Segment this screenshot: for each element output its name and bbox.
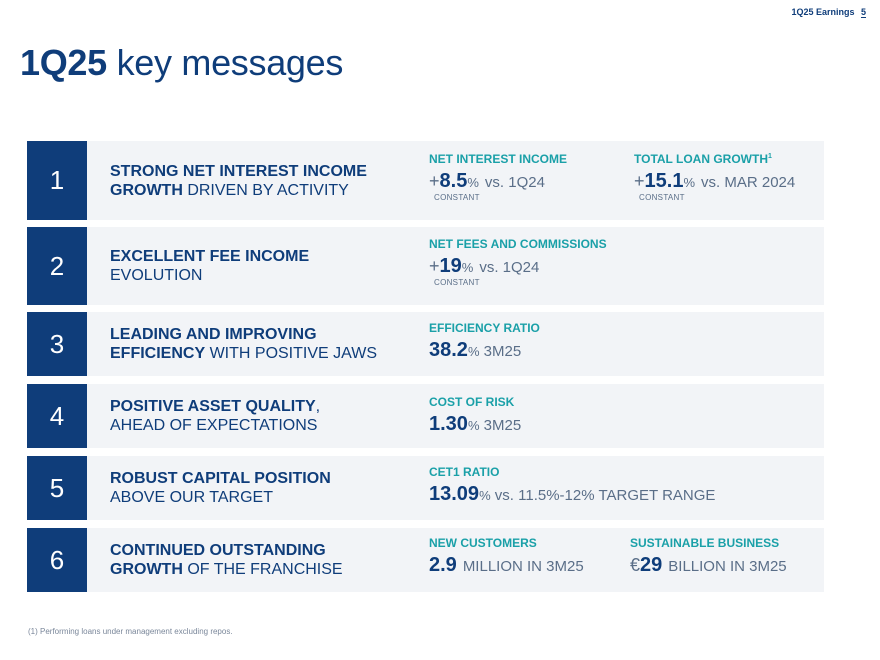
kpi-unit: % [683, 175, 696, 190]
kpi-heading: EFFICIENCY RATIO [429, 321, 540, 335]
kpi-comparison: 3M25 [479, 343, 522, 360]
message-bold: EXCELLENT FEE INCOME [110, 248, 310, 265]
page-number: 5 [860, 7, 866, 18]
footnote: (1) Performing loans under management ex… [28, 627, 233, 636]
kpi-heading: NET INTEREST INCOME [429, 152, 568, 166]
row-message: CONTINUED OUTSTANDING GROWTH OF THE FRAN… [110, 541, 410, 579]
kpi-cost-of-risk: COST OF RISK 1.30% 3M25 [429, 395, 521, 436]
kpi-unit: % [467, 344, 480, 359]
message-bold: LEADING AND IMPROVING [110, 326, 317, 343]
kpi-comparison: vs. MAR 2024 [701, 174, 796, 191]
message-text: OF THE FRANCHISE [182, 561, 343, 578]
report-label: 1Q25 Earnings [791, 7, 855, 17]
row-message: STRONG NET INTEREST INCOME GROWTH DRIVEN… [110, 162, 410, 200]
footnote-marker: 1 [768, 153, 772, 160]
kpi-cet1-ratio: CET1 RATIO 13.09% vs. 11.5%-12% TARGET R… [429, 465, 715, 506]
title-period: 1Q25 [20, 42, 107, 83]
message-bold: ROBUST CAPITAL POSITION [110, 470, 331, 487]
kpi-heading: NEW CUSTOMERS [429, 536, 537, 550]
key-message-row: 3 LEADING AND IMPROVING EFFICIENCY WITH … [27, 312, 824, 376]
kpi-value: 1.30 [429, 413, 468, 435]
kpi-subtext: CONSTANT [434, 193, 480, 202]
kpi-comparison: vs. 1Q24 [484, 174, 545, 191]
message-text: AHEAD OF EXPECTATIONS [110, 417, 318, 434]
key-message-row: 1 STRONG NET INTEREST INCOME GROWTH DRIV… [27, 141, 824, 220]
message-text: WITH POSITIVE JAWS [205, 345, 377, 362]
title-text: key messages [106, 42, 344, 83]
message-text: EVOLUTION [110, 267, 203, 284]
key-message-row: 5 ROBUST CAPITAL POSITION ABOVE OUR TARG… [27, 456, 824, 520]
message-bold: POSITIVE ASSET QUALITY [110, 398, 316, 415]
kpi-comparison: MILLION IN 3M25 [462, 558, 584, 575]
message-bold: GROWTH [110, 561, 183, 578]
kpi-sustainable-business: SUSTAINABLE BUSINESS €29 BILLION IN 3M25 [630, 536, 787, 577]
kpi-subtext: CONSTANT [434, 278, 480, 287]
kpi-comparison: 3M25 [479, 417, 522, 434]
kpi-net-fees: NET FEES AND COMMISSIONS +19% vs. 1Q24 CO… [429, 237, 607, 287]
kpi-value: 15.1 [644, 170, 684, 192]
message-text: ABOVE OUR TARGET [110, 489, 273, 506]
row-number: 5 [27, 456, 87, 520]
kpi-sign: + [429, 171, 440, 191]
key-message-row: 2 EXCELLENT FEE INCOME EVOLUTION NET FEE… [27, 227, 824, 305]
kpi-value: 13.09 [429, 483, 480, 505]
message-bold: GROWTH [110, 181, 183, 199]
kpi-sign: + [429, 256, 440, 276]
kpi-heading: NET FEES AND COMMISSIONS [429, 237, 607, 251]
row-number: 6 [27, 528, 87, 592]
kpi-comparison: vs. 1Q24 [479, 259, 540, 276]
row-message: ROBUST CAPITAL POSITION ABOVE OUR TARGET [110, 469, 410, 507]
kpi-unit: % [467, 418, 480, 433]
row-message: POSITIVE ASSET QUALITY, AHEAD OF EXPECTA… [110, 397, 410, 435]
kpi-heading: TOTAL LOAN GROWTH [634, 152, 768, 166]
kpi-heading: CET1 RATIO [429, 465, 500, 479]
row-message: LEADING AND IMPROVING EFFICIENCY WITH PO… [110, 325, 410, 363]
kpi-unit: % [479, 488, 491, 503]
kpi-value: 19 [439, 255, 462, 277]
row-number: 2 [27, 227, 87, 305]
kpi-value: 2.9 [429, 554, 457, 576]
message-bold: EFFICIENCY [110, 345, 206, 362]
message-bold: CONTINUED OUTSTANDING [110, 542, 326, 559]
kpi-sign: + [634, 171, 645, 191]
message-bold: STRONG NET INTEREST INCOME [110, 162, 367, 180]
row-number: 1 [27, 141, 87, 220]
page-header: 1Q25 Earnings 5 [791, 7, 866, 18]
kpi-unit: % [461, 260, 474, 275]
kpi-subtext: CONSTANT [639, 193, 685, 202]
kpi-heading: COST OF RISK [429, 395, 515, 409]
row-number: 4 [27, 384, 87, 448]
kpi-efficiency-ratio: EFFICIENCY RATIO 38.2% 3M25 [429, 321, 540, 362]
kpi-unit: % [467, 175, 479, 190]
message-text: , [315, 398, 321, 415]
key-message-row: 4 POSITIVE ASSET QUALITY, AHEAD OF EXPEC… [27, 384, 824, 448]
message-text: DRIVEN BY ACTIVITY [182, 181, 349, 199]
kpi-value: 29 [640, 554, 663, 576]
key-message-row: 6 CONTINUED OUTSTANDING GROWTH OF THE FR… [27, 528, 824, 592]
row-number: 3 [27, 312, 87, 376]
kpi-value: 38.2 [429, 339, 468, 361]
row-message: EXCELLENT FEE INCOME EVOLUTION [110, 247, 410, 285]
kpi-total-loan-growth: TOTAL LOAN GROWTH1 +15.1% vs. MAR 2024 CO… [634, 152, 795, 202]
kpi-new-customers: NEW CUSTOMERS 2.9 MILLION IN 3M25 [429, 536, 584, 577]
kpi-comparison: BILLION IN 3M25 [668, 558, 787, 575]
kpi-comparison: vs. 11.5%-12% TARGET RANGE [490, 487, 716, 504]
page-title: 1Q25 key messages [20, 42, 343, 84]
kpi-currency: € [630, 555, 641, 575]
kpi-heading: SUSTAINABLE BUSINESS [630, 536, 780, 550]
kpi-value: 8.5 [439, 170, 468, 192]
kpi-net-interest-income: NET INTEREST INCOME +8.5% vs. 1Q24 CONSTA… [429, 152, 567, 202]
